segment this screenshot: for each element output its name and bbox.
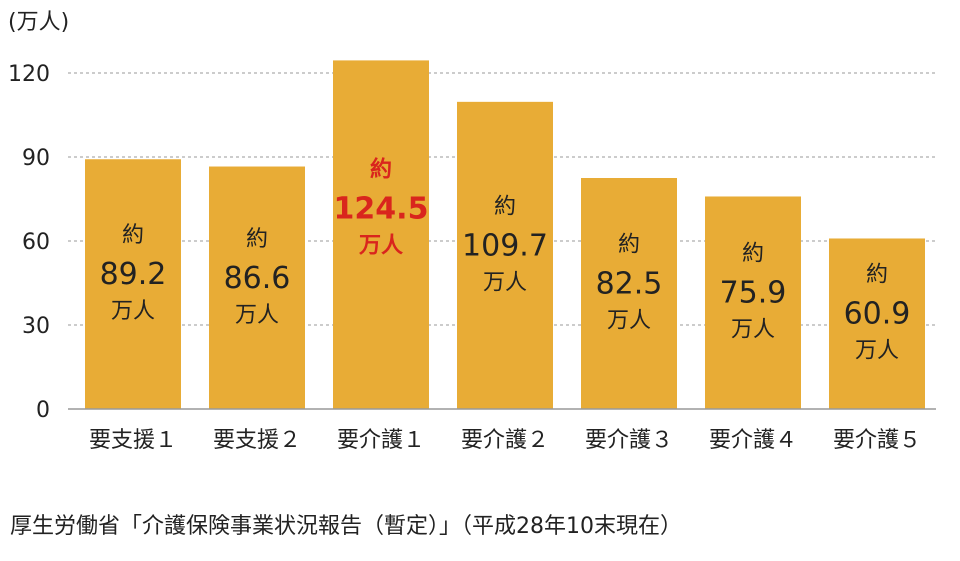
- value-label-number: 109.7: [462, 228, 548, 263]
- value-label-number: 75.9: [720, 276, 787, 311]
- value-label-number: 124.5: [334, 192, 429, 227]
- value-label-prefix: 約: [866, 263, 888, 288]
- value-label-prefix: 約: [742, 242, 764, 267]
- value-label-prefix: 約: [494, 194, 516, 219]
- bar: [85, 159, 181, 409]
- bar: [457, 101, 553, 409]
- value-label-number: 89.2: [100, 257, 167, 292]
- bar: [581, 178, 677, 409]
- bar: [333, 60, 429, 410]
- value-label-prefix: 約: [618, 233, 640, 258]
- y-tick-label: 120: [8, 62, 50, 87]
- y-axis-unit-label: (万人): [8, 10, 70, 35]
- value-label-prefix: 約: [122, 223, 144, 248]
- y-tick-label: 60: [22, 230, 50, 255]
- value-label-unit: 万人: [358, 234, 403, 259]
- value-label-prefix: 約: [246, 227, 268, 252]
- x-category-label: 要介護３: [585, 428, 673, 453]
- x-category-label: 要介護４: [709, 428, 797, 453]
- value-label-unit: 万人: [855, 339, 899, 364]
- x-category-label: 要介護１: [337, 428, 425, 453]
- value-label-number: 86.6: [224, 261, 291, 296]
- bar: [705, 196, 801, 409]
- x-category-label: 要介護５: [833, 428, 921, 453]
- x-category-label: 要介護２: [461, 428, 549, 453]
- value-label-unit: 万人: [111, 299, 155, 324]
- value-label-prefix: 約: [370, 157, 392, 183]
- value-label-number: 82.5: [596, 267, 663, 302]
- value-label-number: 60.9: [844, 297, 911, 332]
- value-label-unit: 万人: [235, 303, 279, 328]
- bar: [209, 166, 305, 409]
- value-label-unit: 万人: [607, 309, 651, 334]
- source-caption: 厚生労働省「介護保険事業状況報告（暫定）」（平成28年10末現在）: [10, 514, 682, 539]
- y-tick-label: 30: [22, 314, 50, 339]
- y-tick-label: 0: [36, 398, 50, 423]
- value-label-unit: 万人: [483, 270, 527, 295]
- bar: [829, 238, 925, 409]
- y-tick-label: 90: [22, 146, 50, 171]
- x-category-label: 要支援１: [89, 428, 177, 453]
- value-label-unit: 万人: [731, 318, 775, 343]
- x-category-label: 要支援２: [213, 428, 301, 453]
